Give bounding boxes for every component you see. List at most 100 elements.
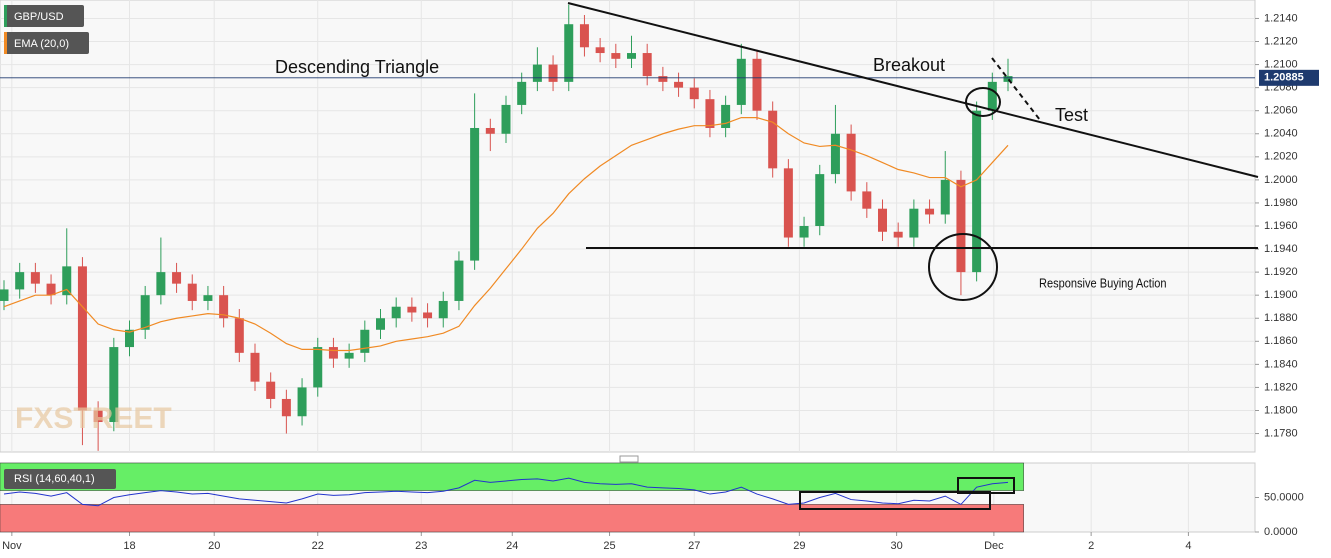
- candle-body: [925, 208, 935, 215]
- y-tick-label: 1.2000: [1264, 174, 1298, 186]
- candle-body: [407, 306, 417, 313]
- candle-body: [62, 266, 72, 296]
- candle-body: [109, 347, 119, 423]
- candle-body: [987, 81, 997, 111]
- candle-body: [893, 231, 903, 238]
- legend-label: EMA (20,0): [14, 38, 69, 50]
- candle-body: [815, 174, 825, 226]
- annotation: Breakout: [873, 55, 945, 75]
- trend-line: [567, 2, 1259, 178]
- candle-body: [266, 381, 276, 399]
- candle-body: [30, 272, 40, 284]
- y-tick-label: 1.1960: [1264, 220, 1298, 232]
- y-tick-label: 1.2040: [1264, 128, 1298, 140]
- candle-body: [344, 352, 354, 359]
- y-tick-label: 1.1840: [1264, 358, 1298, 370]
- candle-body: [93, 410, 103, 423]
- legend-swatch: [4, 32, 7, 54]
- candle-body: [140, 295, 150, 330]
- y-tick-label: 1.1980: [1264, 197, 1298, 209]
- legend-label: GBP/USD: [14, 11, 64, 23]
- test-line: [991, 57, 1041, 121]
- candle-body: [642, 53, 652, 77]
- candle-body: [909, 208, 919, 238]
- buying-circle: [928, 233, 998, 301]
- rsi-line: [3, 477, 1009, 507]
- y-tick-label: 1.1920: [1264, 266, 1298, 278]
- legend-box: [4, 469, 116, 489]
- candle-body: [297, 387, 307, 417]
- candle-body: [391, 306, 401, 319]
- candle-body: [768, 110, 778, 169]
- candle-body: [187, 283, 197, 301]
- candle-body: [360, 329, 370, 353]
- y-tick-label: 1.1820: [1264, 381, 1298, 393]
- candle-body: [752, 58, 762, 111]
- candle-body: [423, 312, 433, 319]
- candle-body: [250, 352, 260, 382]
- y-tick-label: 1.2100: [1264, 58, 1298, 70]
- candle-body: [156, 272, 166, 296]
- x-tick-label: 2: [1088, 540, 1094, 552]
- candle-body: [532, 64, 542, 82]
- x-tick-label: Nov: [2, 540, 22, 552]
- y-tick-label: 1.1780: [1264, 427, 1298, 439]
- y-tick-label: 1.2120: [1264, 35, 1298, 47]
- candle-body: [0, 289, 9, 301]
- candle-body: [454, 260, 464, 301]
- legend-label: RSI (14,60,40,1): [14, 473, 95, 485]
- candle-body: [281, 398, 291, 417]
- x-tick-label: 27: [688, 540, 700, 552]
- rsi-box: [957, 477, 1015, 494]
- candle-body: [172, 272, 182, 284]
- annotation: Descending Triangle: [275, 57, 439, 77]
- candle-body: [125, 329, 134, 348]
- candle-body: [438, 300, 448, 319]
- candle-body: [956, 179, 966, 273]
- candle-body: [878, 208, 887, 232]
- candle-body: [674, 81, 684, 88]
- x-tick-label: 29: [793, 540, 805, 552]
- candle-body: [15, 272, 25, 290]
- x-tick-label: 4: [1185, 540, 1191, 552]
- x-tick-label: Dec: [984, 540, 1004, 552]
- candle-body: [658, 76, 668, 82]
- candle-body: [485, 127, 495, 134]
- y-tick-label: 0.0000: [1264, 526, 1298, 538]
- pane-handle: [619, 455, 639, 463]
- breakout-circle: [965, 87, 1001, 117]
- candle-body: [1003, 76, 1013, 82]
- annotation: Test: [1055, 105, 1088, 125]
- x-tick-label: 20: [208, 540, 220, 552]
- x-tick-label: 22: [312, 540, 324, 552]
- y-tick-label: 1.1900: [1264, 289, 1298, 301]
- y-tick-label: 1.2140: [1264, 12, 1298, 24]
- candle-body: [579, 24, 589, 48]
- y-tick-label: 1.1860: [1264, 335, 1298, 347]
- x-tick-label: 18: [123, 540, 135, 552]
- candle-body: [234, 318, 244, 353]
- candle-body: [595, 47, 605, 54]
- y-tick-label: 50.0000: [1264, 491, 1304, 503]
- candle-body: [376, 318, 385, 330]
- rsi-box: [799, 491, 991, 510]
- annotation: Responsive Buying Action: [1039, 276, 1167, 291]
- candle-body: [328, 347, 338, 359]
- candle-body: [689, 87, 699, 100]
- x-tick-label: 30: [890, 540, 902, 552]
- candle-body: [501, 104, 511, 134]
- candle-body: [721, 104, 731, 128]
- candle-body: [846, 133, 856, 192]
- candle-body: [783, 168, 793, 238]
- y-tick-label: 1.1940: [1264, 243, 1298, 255]
- candle-body: [611, 53, 621, 59]
- y-tick-label: 1.1880: [1264, 312, 1298, 324]
- candle-body: [705, 99, 715, 128]
- x-tick-label: 25: [603, 540, 615, 552]
- y-tick-label: 1.2020: [1264, 151, 1298, 163]
- last-price-label: 1.20885: [1264, 72, 1304, 84]
- candle-body: [830, 133, 840, 175]
- legend-swatch: [4, 5, 7, 27]
